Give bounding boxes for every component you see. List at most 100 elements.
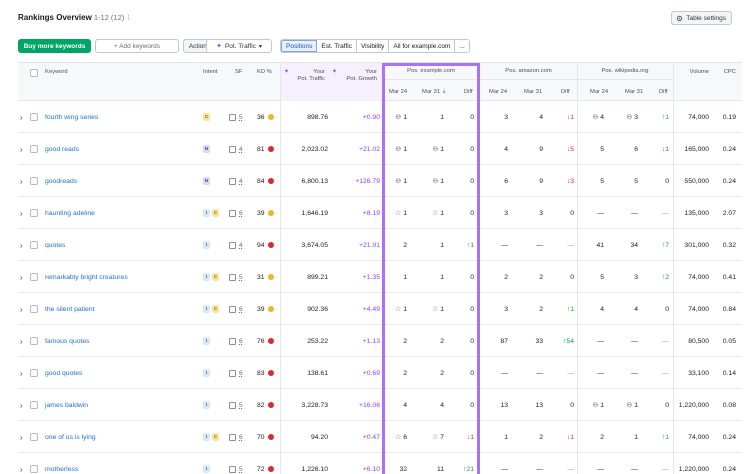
row-checkbox[interactable] [30, 113, 38, 121]
keyword-link[interactable]: fourth wing series [45, 113, 99, 121]
am24-cell: 1 [504, 421, 508, 453]
title-menu-icon[interactable]: ⁝ [127, 13, 130, 22]
table-row[interactable]: › quotes I 4 94 3,674.05 +21.91 2 1 ↑1 — — — 41 34 ↑7 30… [18, 229, 742, 261]
row-checkbox[interactable] [30, 177, 38, 185]
table-row[interactable]: › famous quotes I 6 76 253.22 +1.13 2 2 0 87 33 ↑54 —… [18, 325, 742, 357]
keyword-link[interactable]: haunting adeline [45, 209, 95, 217]
link-icon: ⊖ [592, 402, 599, 409]
keyword-link[interactable]: good quotes [45, 369, 83, 377]
expand-chevron-icon[interactable]: › [20, 432, 23, 442]
sf-cell[interactable]: 4 [229, 145, 243, 153]
keyword-link[interactable]: james baldwin [45, 401, 89, 409]
row-checkbox[interactable] [30, 369, 38, 377]
sf-cell[interactable]: 5 [229, 273, 243, 281]
keyword-link[interactable]: quotes [45, 241, 66, 249]
sf-cell[interactable]: 4 [229, 241, 243, 249]
expand-chevron-icon[interactable]: › [20, 304, 23, 314]
sf-cell[interactable]: 6 [229, 433, 243, 441]
row-checkbox[interactable] [30, 465, 38, 473]
table-row[interactable]: › remarkably bright creatures I C 5 31 899.21 +… [18, 261, 742, 293]
table-row[interactable]: › good quotes I 6 83 138.61 +0.69 2 2 0 — — — — — — 33,1… [18, 357, 742, 389]
expand-chevron-icon[interactable]: › [20, 336, 23, 346]
col-wk-diff[interactable]: Diff [659, 89, 668, 95]
col-pot-traffic[interactable]: Your Pot. Traffic [297, 69, 325, 83]
sf-cell[interactable]: 5 [229, 401, 243, 409]
table-row[interactable]: › the silent patient I C 6 39 902.36 +4.49 ☆ 1 ☆ 1 0… [18, 293, 742, 325]
pot-traffic-dropdown[interactable]: ✦ Pot. Traffic ▾ [206, 39, 272, 53]
row-checkbox[interactable] [30, 145, 38, 153]
row-checkbox[interactable] [30, 305, 38, 313]
position-value: 1 [440, 273, 444, 281]
expand-chevron-icon[interactable]: › [20, 112, 23, 122]
sf-cell[interactable]: 4 [229, 177, 243, 185]
keyword-link[interactable]: good reads [45, 145, 80, 153]
buy-more-keywords-button[interactable]: Buy more keywords [18, 39, 91, 53]
more-tabs-button[interactable]: ... [455, 40, 469, 52]
col-ex-mar31-label: Mar 31 [422, 89, 441, 95]
tab-visibility[interactable]: Visibility [356, 40, 390, 52]
col-pot-traffic-line1: Your [313, 69, 325, 75]
table-row[interactable]: › fourth wing series C 5 36 898.76 +0.90 ⊖ 1 1 0 3 4… [18, 101, 742, 133]
col-intent[interactable]: Intent [203, 69, 218, 75]
col-wk-mar31[interactable]: Mar 31 [625, 89, 644, 95]
select-all-checkbox[interactable] [30, 69, 38, 77]
serp-feature-icon [229, 273, 236, 281]
row-checkbox[interactable] [30, 209, 38, 217]
row-checkbox[interactable] [30, 241, 38, 249]
expand-chevron-icon[interactable]: › [20, 368, 23, 378]
row-checkbox[interactable] [30, 337, 38, 345]
sf-cell[interactable]: 5 [229, 113, 243, 121]
col-ex-diff[interactable]: Diff [464, 89, 473, 95]
col-keyword[interactable]: Keyword [45, 69, 68, 75]
row-checkbox[interactable] [30, 401, 38, 409]
wkd-cell: ↑2 [662, 261, 669, 293]
table-row[interactable]: › goodreads N 4 84 6,800.13 +126.79 ⊖ 1 ⊖ 1 0 6 9 ↓3 5 5… [18, 165, 742, 197]
table-row[interactable]: › one of us is lying I C 6 70 94.20 +0.47 ☆ 6 ☆ 7 ↓1… [18, 421, 742, 453]
keyword-link[interactable]: motherless [45, 465, 79, 473]
col-wk-mar24[interactable]: Mar 24 [590, 89, 609, 95]
col-sf[interactable]: SF [235, 69, 243, 75]
col-cpc[interactable]: CPC [723, 69, 736, 75]
col-volume[interactable]: Volume [689, 69, 709, 75]
col-am-mar24[interactable]: Mar 24 [489, 89, 508, 95]
col-ex-mar31[interactable]: Mar 31 ⇣ [422, 89, 447, 96]
col-am-mar31[interactable]: Mar 31 [524, 89, 543, 95]
keyword-link[interactable]: goodreads [45, 177, 78, 185]
col-kd[interactable]: KD % [257, 69, 272, 75]
expand-chevron-icon[interactable]: › [20, 464, 23, 474]
keyword-link[interactable]: remarkably bright creatures [45, 273, 128, 281]
expand-chevron-icon[interactable]: › [20, 400, 23, 410]
col-ex-mar24[interactable]: Mar 24 [389, 89, 408, 95]
table-row[interactable]: › haunting adeline I C 6 39 1,646.19 +8.19 ☆ 1 ☆ 1 0… [18, 197, 742, 229]
row-checkbox[interactable] [30, 433, 38, 441]
sf-cell[interactable]: 6 [229, 209, 243, 217]
table-settings-button[interactable]: Table settings [671, 11, 732, 25]
sf-cell[interactable]: 5 [229, 465, 243, 473]
tab-all-for-domain[interactable]: All for example.com [389, 40, 456, 52]
keyword-link[interactable]: the silent patient [45, 305, 95, 313]
sf-cell[interactable]: 6 [229, 369, 243, 377]
keyword-link[interactable]: famous quotes [45, 337, 90, 345]
col-pot-growth-line1: Your [365, 69, 377, 75]
expand-chevron-icon[interactable]: › [20, 208, 23, 218]
add-keywords-button[interactable]: + Add keywords [95, 39, 179, 53]
table-row[interactable]: › james baldwin I 5 82 3,228.73 +16.06 4 4 0 13 13 0… [18, 389, 742, 421]
expand-chevron-icon[interactable]: › [20, 144, 23, 154]
am24-cell: — [501, 453, 508, 474]
table-row[interactable]: › motherless I 5 72 1,226.10 +6.10 32 11 ↑21 — — — — —… [18, 453, 742, 474]
table-header: Keyword Intent SF KD % ✦ Your Pot. Traffi… [18, 63, 742, 101]
col-am-diff[interactable]: Diff [561, 89, 570, 95]
exd-cell: ↑1 [467, 229, 474, 261]
tab-est-traffic[interactable]: Est. Traffic [317, 40, 357, 52]
keyword-link[interactable]: one of us is lying [45, 433, 96, 441]
expand-chevron-icon[interactable]: › [20, 176, 23, 186]
col-pot-growth[interactable]: Your Pot. Growth [346, 69, 377, 83]
sf-cell[interactable]: 6 [229, 305, 243, 313]
expand-chevron-icon[interactable]: › [20, 272, 23, 282]
tab-positions[interactable]: Positions [281, 40, 318, 52]
sf-cell[interactable]: 6 [229, 337, 243, 345]
ex24-cell: 2 [403, 229, 407, 261]
expand-chevron-icon[interactable]: › [20, 240, 23, 250]
row-checkbox[interactable] [30, 273, 38, 281]
table-row[interactable]: › good reads N 4 81 2,023.02 +21.02 ⊖ 1 ⊖ 1 0 4 9 ↓5 5 6… [18, 133, 742, 165]
